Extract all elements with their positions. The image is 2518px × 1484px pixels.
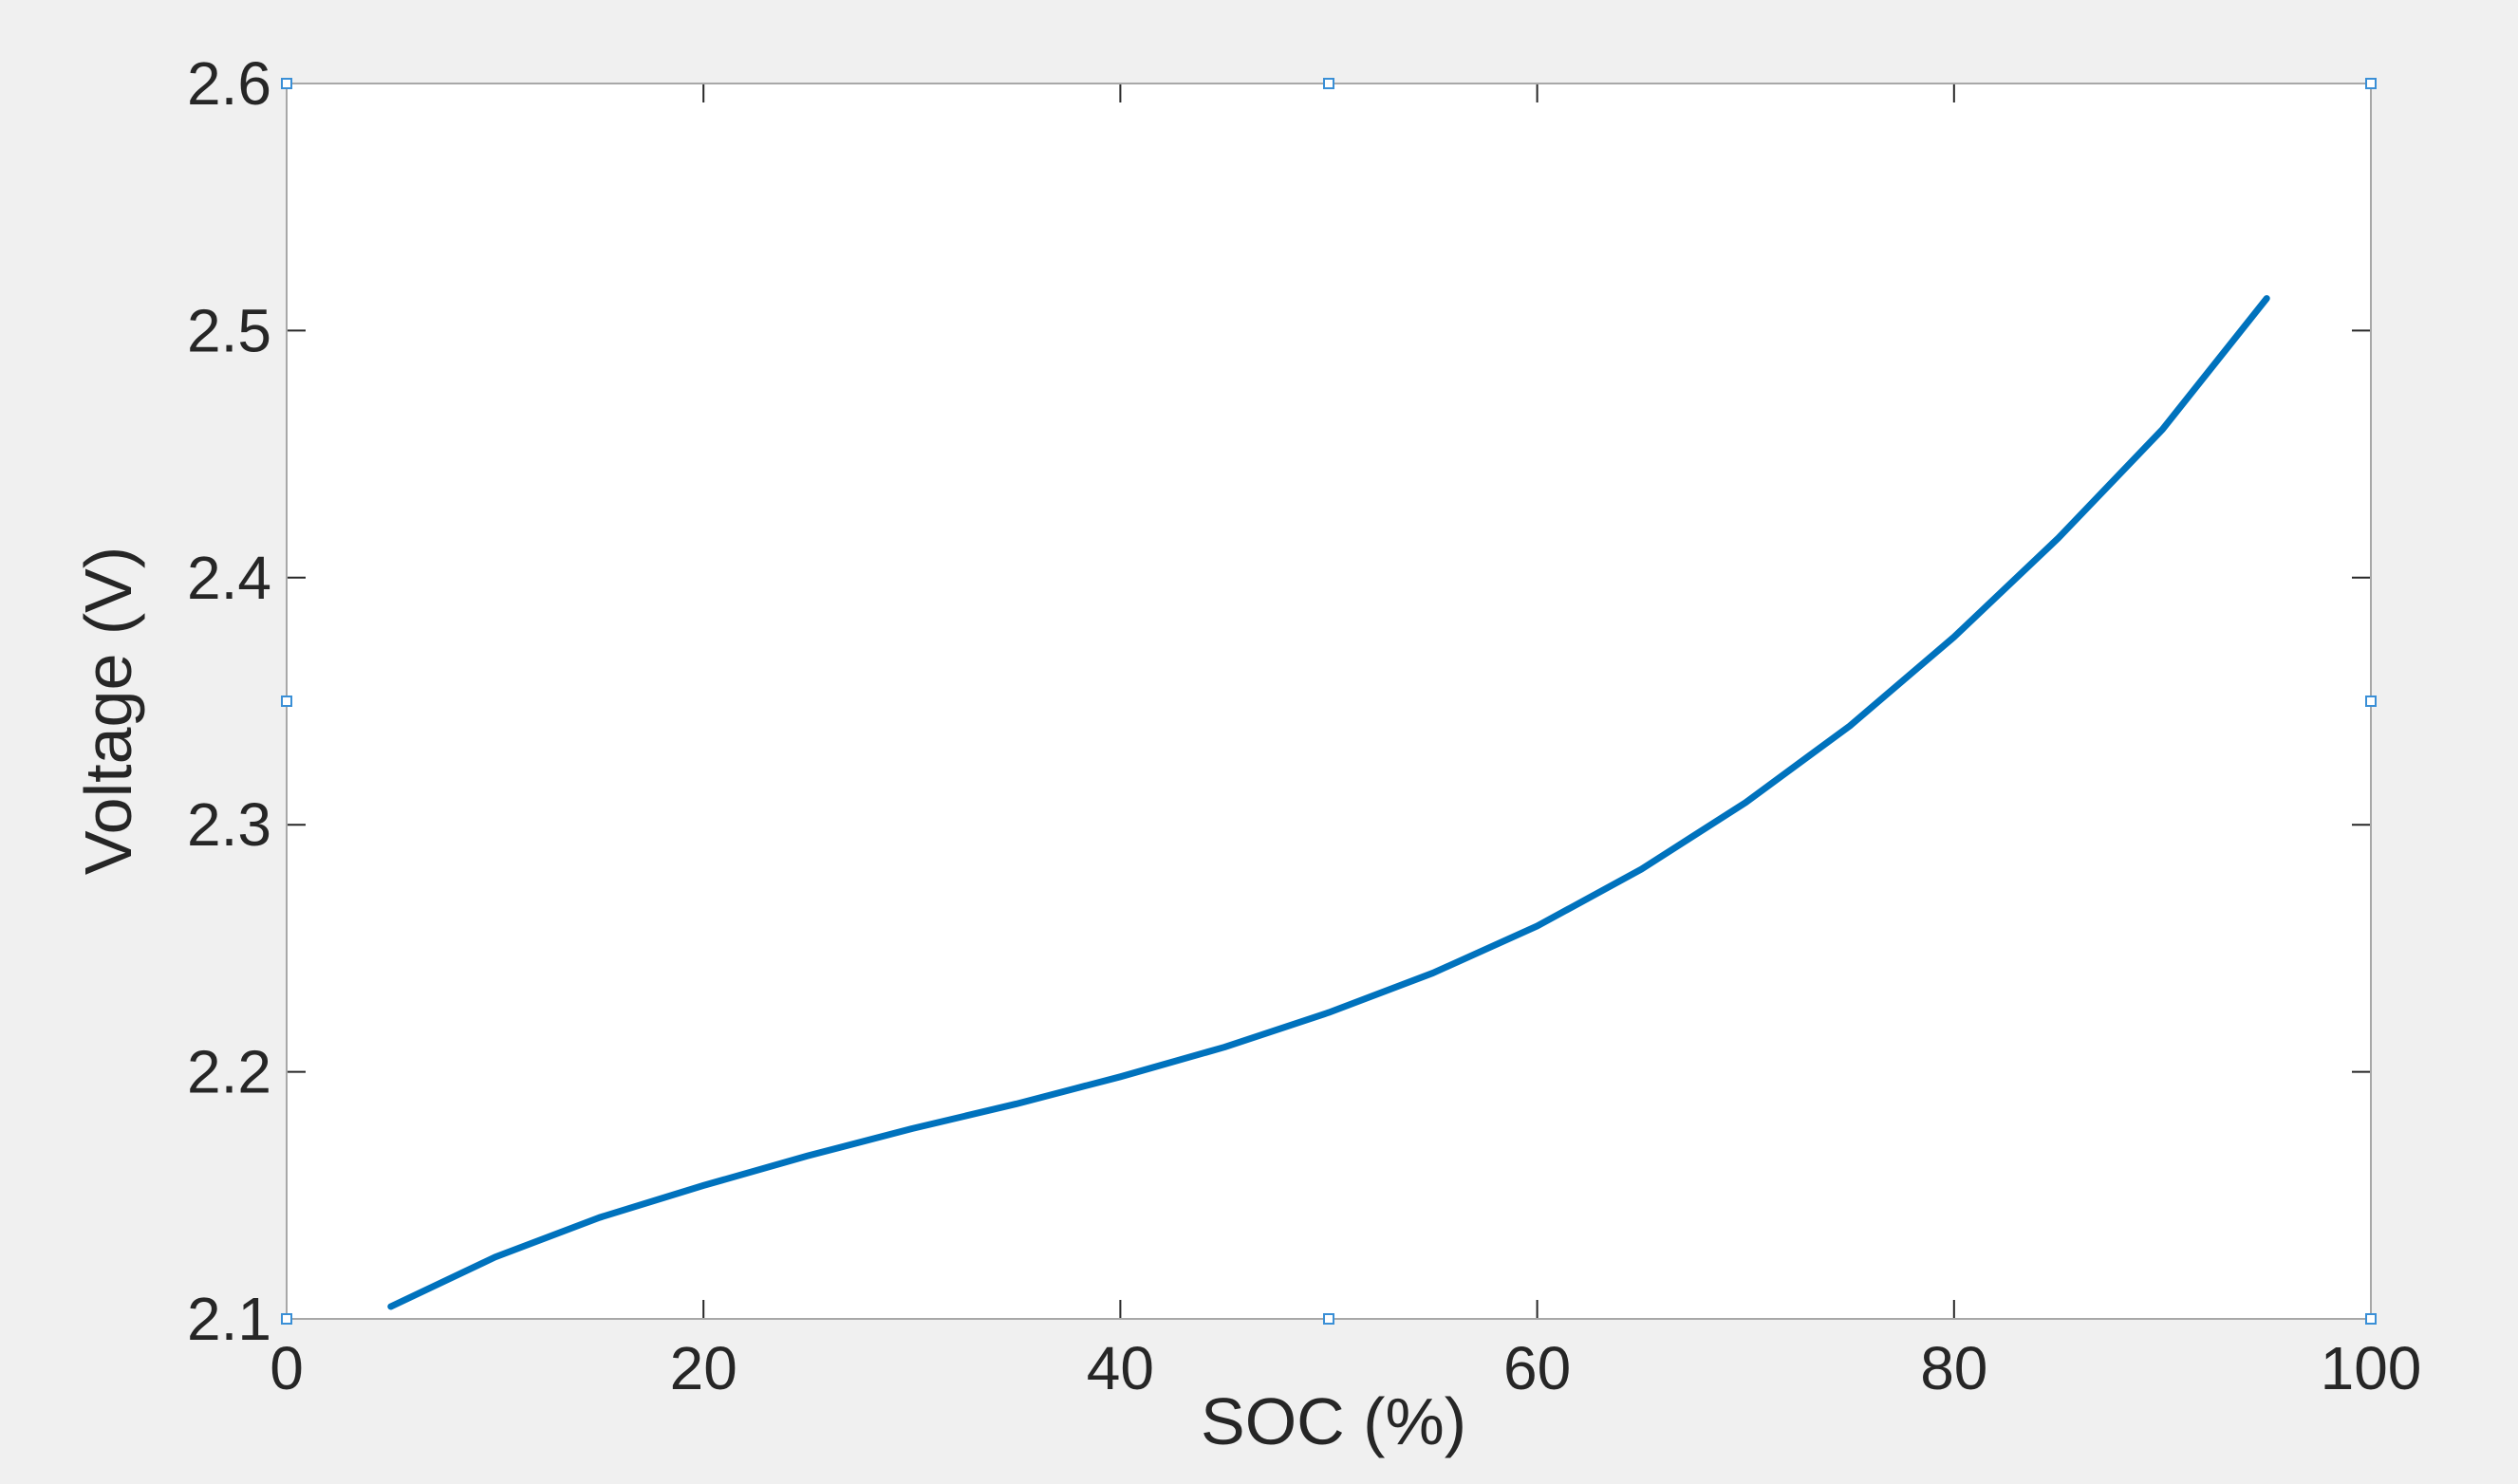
x-tick-label-4: 80 [1920,1334,1987,1402]
x-tick-label-1: 20 [670,1334,737,1402]
y-tick-label-1: 2.2 [187,1038,271,1106]
x-axis-label: SOC (%) [1201,1384,1466,1458]
y-tick-label-4: 2.5 [187,296,271,364]
y-tick-label-0: 2.1 [187,1285,271,1353]
x-tick-label-5: 100 [2321,1334,2422,1402]
y-tick-label-5: 2.6 [187,49,271,118]
selection-handle-1[interactable] [1323,78,1334,89]
x-tick-label-3: 60 [1503,1334,1571,1402]
selection-handle-4[interactable] [2365,696,2377,707]
y-tick-label-3: 2.4 [187,544,271,612]
selection-handle-5[interactable] [281,1313,292,1325]
y-tick-labels: 2.1 2.2 2.3 2.4 2.5 2.6 [187,49,271,1353]
selection-handle-3[interactable] [281,696,292,707]
selection-handles [281,78,2377,1325]
selection-handle-2[interactable] [2365,78,2377,89]
x-tick-label-2: 40 [1087,1334,1154,1402]
series-line-0 [387,295,2270,1310]
selection-handle-6[interactable] [1323,1313,1334,1325]
y-tick-label-2: 2.3 [187,790,271,859]
plot-area [287,83,2371,1319]
selection-handle-0[interactable] [281,78,292,89]
y-axis-label: Voltage (V) [71,547,145,875]
x-tick-labels: 0 20 40 60 80 100 [270,1334,2421,1402]
x-tick-label-0: 0 [270,1334,304,1402]
series-group [387,295,2270,1310]
selection-handle-7[interactable] [2365,1313,2377,1325]
